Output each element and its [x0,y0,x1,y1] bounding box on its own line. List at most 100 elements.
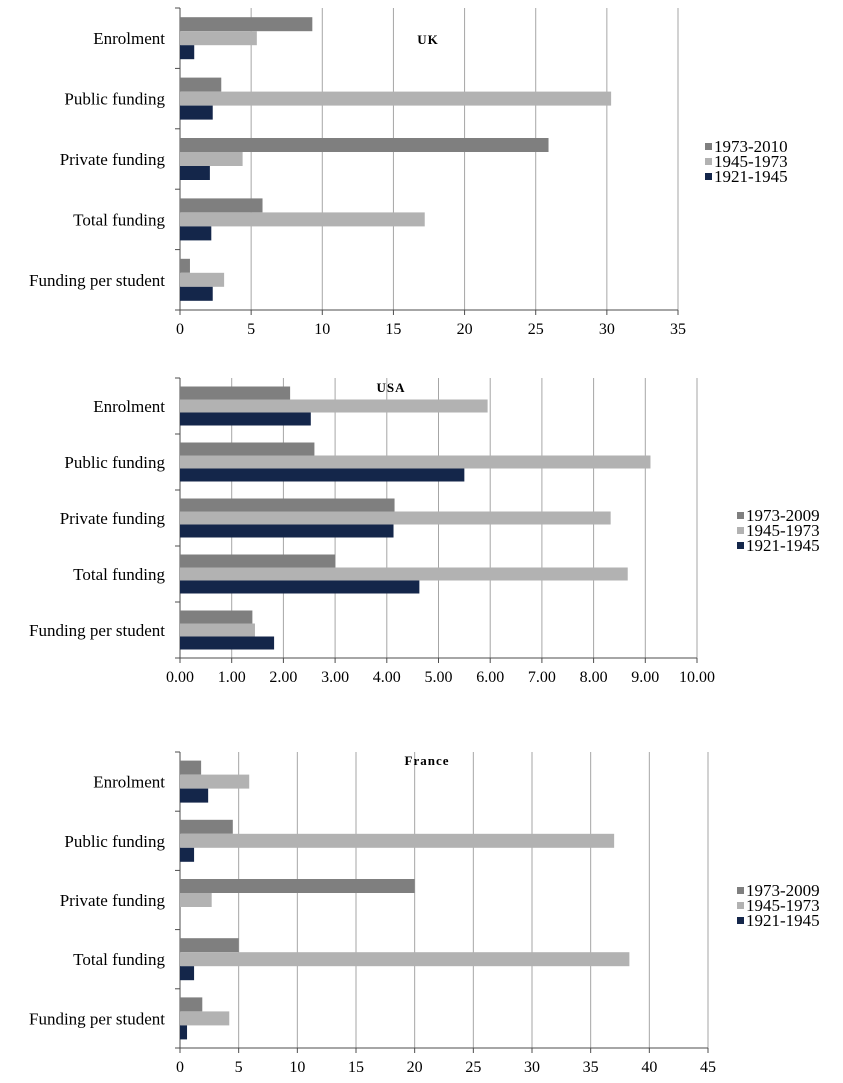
bar [180,91,612,106]
x-tick-label: 20 [407,1059,423,1076]
bar [180,580,420,594]
bar [180,610,253,624]
category-label: Total funding [73,565,165,584]
x-tick-label: 7.00 [528,669,556,686]
x-tick-label: 0.00 [166,669,194,686]
legend-swatch [705,143,712,150]
legend-label: 1921-1945 [714,167,788,186]
bar [180,442,315,456]
bar [180,879,415,893]
chart-title: France [405,753,450,768]
category-label: Funding per student [29,271,165,290]
x-tick-label: 0 [176,1059,184,1076]
bar [180,760,202,775]
legend-swatch [737,542,744,549]
category-label: Funding per student [29,1009,165,1028]
bar [180,524,394,538]
bar [180,399,488,413]
bar [180,286,213,301]
bar [180,498,395,512]
legend-label: 1921-1945 [746,536,820,555]
legend-swatch [705,158,712,165]
bar [180,997,203,1012]
legend-label: 1945-1973 [746,896,820,915]
bar [180,847,195,862]
x-tick-label: 45 [700,1059,716,1076]
x-tick-label: 10 [314,321,330,338]
bar [180,819,233,834]
category-label: Private funding [60,509,166,528]
x-tick-label: 20 [457,321,473,338]
bar [180,893,212,907]
bar [180,31,257,46]
bar [180,455,651,469]
x-tick-label: 9.00 [631,669,659,686]
legend-label: 1945-1973 [746,521,820,540]
legend-label: 1945-1973 [714,152,788,171]
legend-label: 1973-2010 [714,137,788,156]
bar [180,1025,188,1040]
legend-swatch [705,173,712,180]
x-tick-label: 30 [599,321,615,338]
category-label: Enrolment [93,29,165,48]
legend-label: 1973-2009 [746,881,820,900]
x-tick-label: 5 [235,1059,243,1076]
x-tick-label: 5.00 [425,669,453,686]
legend-swatch [737,902,744,909]
x-tick-label: 10.00 [679,669,715,686]
category-label: Private funding [60,150,166,169]
bar [180,272,225,287]
bar [180,966,195,981]
bar [180,138,549,152]
bar [180,77,222,92]
bar [180,198,263,213]
bar [180,17,313,32]
bar [180,1011,230,1026]
category-label: Total funding [73,210,165,229]
x-tick-label: 30 [524,1059,540,1076]
bar [180,833,615,848]
x-tick-label: 40 [641,1059,657,1076]
x-tick-label: 4.00 [373,669,401,686]
category-label: Total funding [73,950,165,969]
x-tick-label: 15 [348,1059,364,1076]
x-tick-label: 25 [528,321,544,338]
x-tick-label: 1.00 [218,669,246,686]
x-tick-label: 8.00 [580,669,608,686]
bar [180,226,212,241]
bar [180,554,336,568]
x-tick-label: 35 [583,1059,599,1076]
bar [180,567,628,581]
category-label: Funding per student [29,621,165,640]
x-tick-label: 5 [247,321,255,338]
legend-swatch [737,527,744,534]
legend-swatch [737,887,744,894]
bar [180,45,195,60]
bar [180,386,291,400]
bar [180,212,425,227]
bar [180,166,210,180]
category-label: Public funding [64,453,165,472]
category-label: Enrolment [93,397,165,416]
bar [180,258,190,273]
bar [180,788,209,803]
category-label: Public funding [64,90,165,109]
x-tick-label: 6.00 [476,669,504,686]
legend-label: 1973-2009 [746,506,820,525]
category-label: Public funding [64,832,165,851]
bar [180,412,311,426]
x-tick-label: 10 [289,1059,305,1076]
chart-title: USA [376,380,405,395]
bar [180,152,243,166]
bar [180,938,239,953]
x-tick-label: 0 [176,321,184,338]
category-label: Enrolment [93,773,165,792]
legend-label: 1921-1945 [746,911,820,930]
x-tick-label: 35 [670,321,686,338]
legend-swatch [737,512,744,519]
chart-title: UK [417,32,439,47]
bar [180,952,630,967]
x-tick-label: 15 [385,321,401,338]
bar [180,105,213,120]
